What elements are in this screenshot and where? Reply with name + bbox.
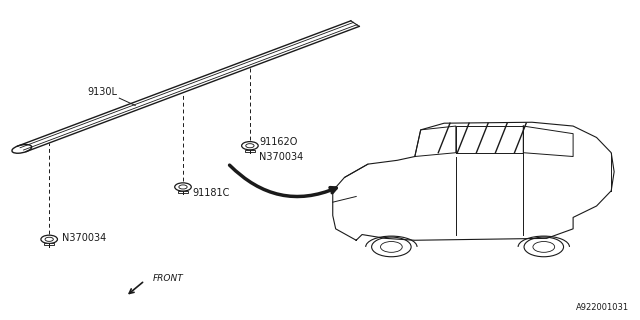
Text: FRONT: FRONT: [153, 275, 184, 284]
Bar: [44, 244, 54, 245]
Text: 91162O: 91162O: [259, 137, 298, 147]
Bar: [245, 150, 255, 152]
Text: N370034: N370034: [62, 233, 106, 243]
Text: N370034: N370034: [259, 152, 304, 162]
Bar: [178, 191, 188, 193]
Text: A922001031: A922001031: [576, 303, 629, 312]
Text: 9130L: 9130L: [88, 87, 117, 97]
Text: 91181C: 91181C: [193, 188, 230, 198]
